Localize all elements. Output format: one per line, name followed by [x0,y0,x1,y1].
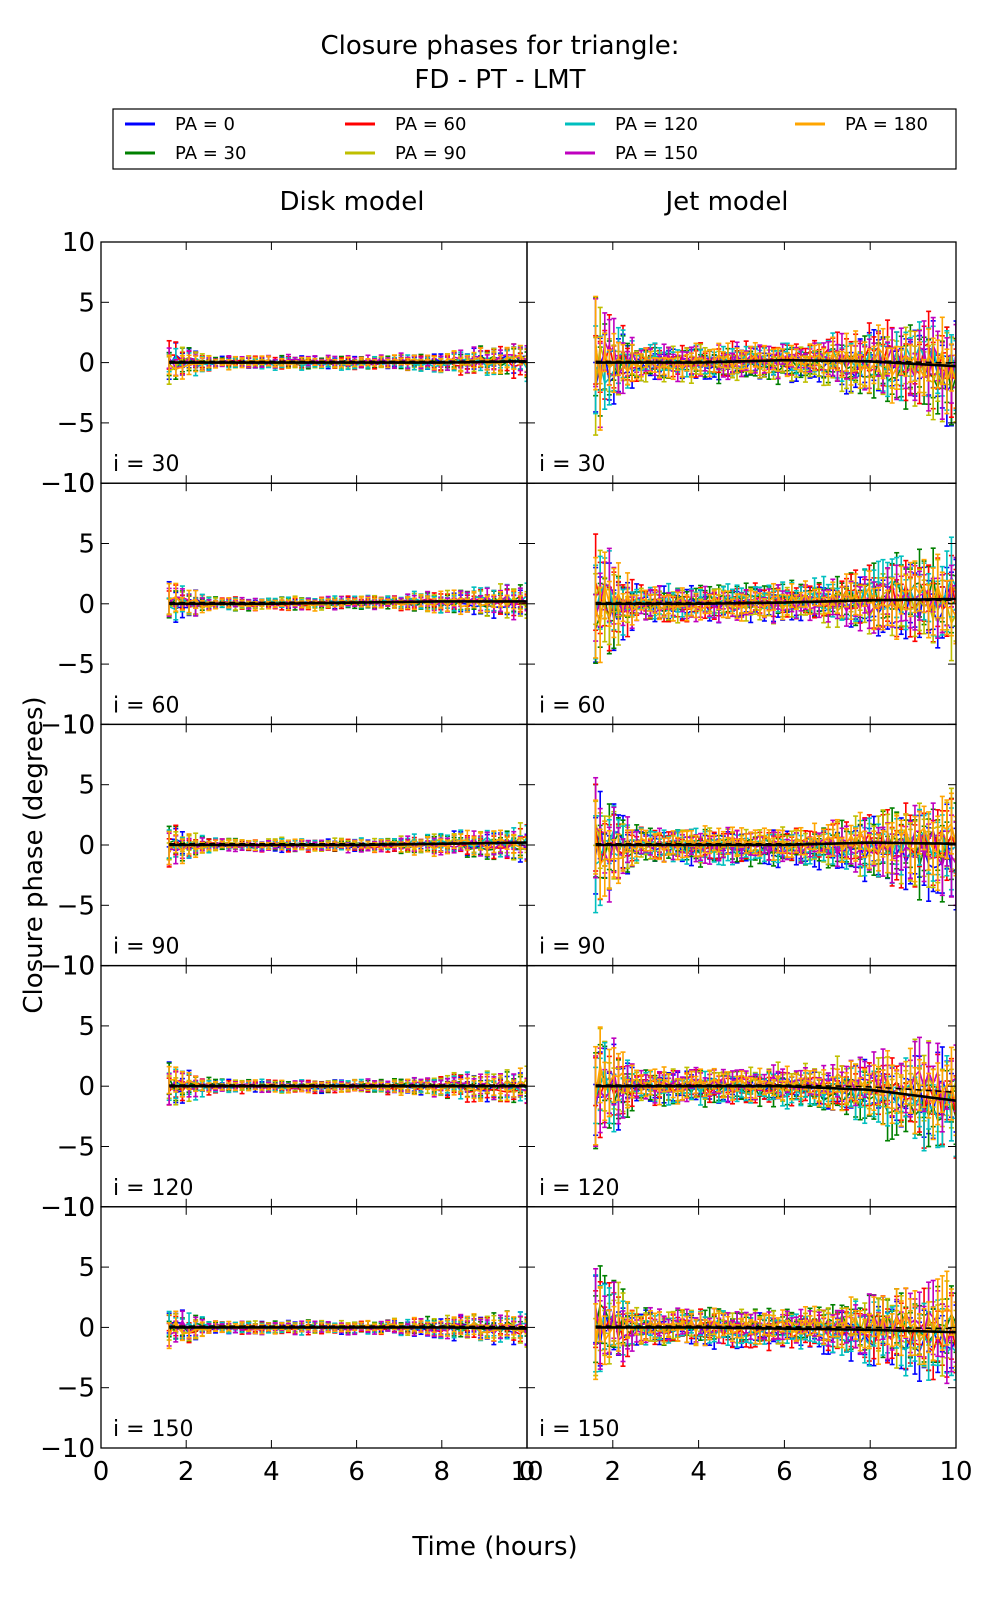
inclination-label: i = 60 [113,693,180,718]
column-title-disk: Disk model [279,187,424,217]
panel-grid: i = 30 i = 30i = 60 i = 60i = 90 i = 90i = … [100,241,957,1449]
legend-item: PA = 180 [795,114,928,135]
plot-area [166,580,527,623]
legend-frame [112,108,957,170]
panel-disk-i2: i = 60 [100,482,528,726]
legend-label: PA = 0 [175,114,235,135]
inclination-label: i = 30 [539,452,606,477]
inclination-label: i = 30 [113,452,180,477]
legend-label: PA = 150 [615,143,698,164]
chart-title-line1: Closure phases for triangle: [321,31,680,61]
model-curve [169,600,527,606]
legend-label: PA = 30 [175,143,246,164]
plot-area [593,295,956,436]
legend-item: PA = 30 [125,143,246,164]
legend-item: PA = 90 [345,143,466,164]
plot-area [593,533,956,665]
legend-label: PA = 60 [395,114,466,135]
legend-item: PA = 120 [565,114,698,135]
legend-item: PA = 0 [125,114,235,135]
model-curve [169,360,527,364]
chart-title-line2: FD - PT - LMT [414,65,585,95]
panel-jet-i2: i = 60 [526,482,957,726]
legend-item: PA = 150 [565,143,698,164]
panel-disk-i1: i = 30 [100,241,528,484]
plot-area [166,339,527,386]
legend-label: PA = 120 [615,114,698,135]
panel-jet-i1: i = 30 [526,241,957,484]
legend: PA = 0 PA = 30 PA = 60 PA = 90 PA = 120 PA = … [112,108,957,170]
series-line [168,354,527,370]
legend-label: PA = 180 [845,114,928,135]
column-title-jet: Jet model [663,187,788,217]
legend-item: PA = 60 [345,114,466,135]
model-curve-dashed [595,359,956,364]
legend-label: PA = 90 [395,143,466,164]
